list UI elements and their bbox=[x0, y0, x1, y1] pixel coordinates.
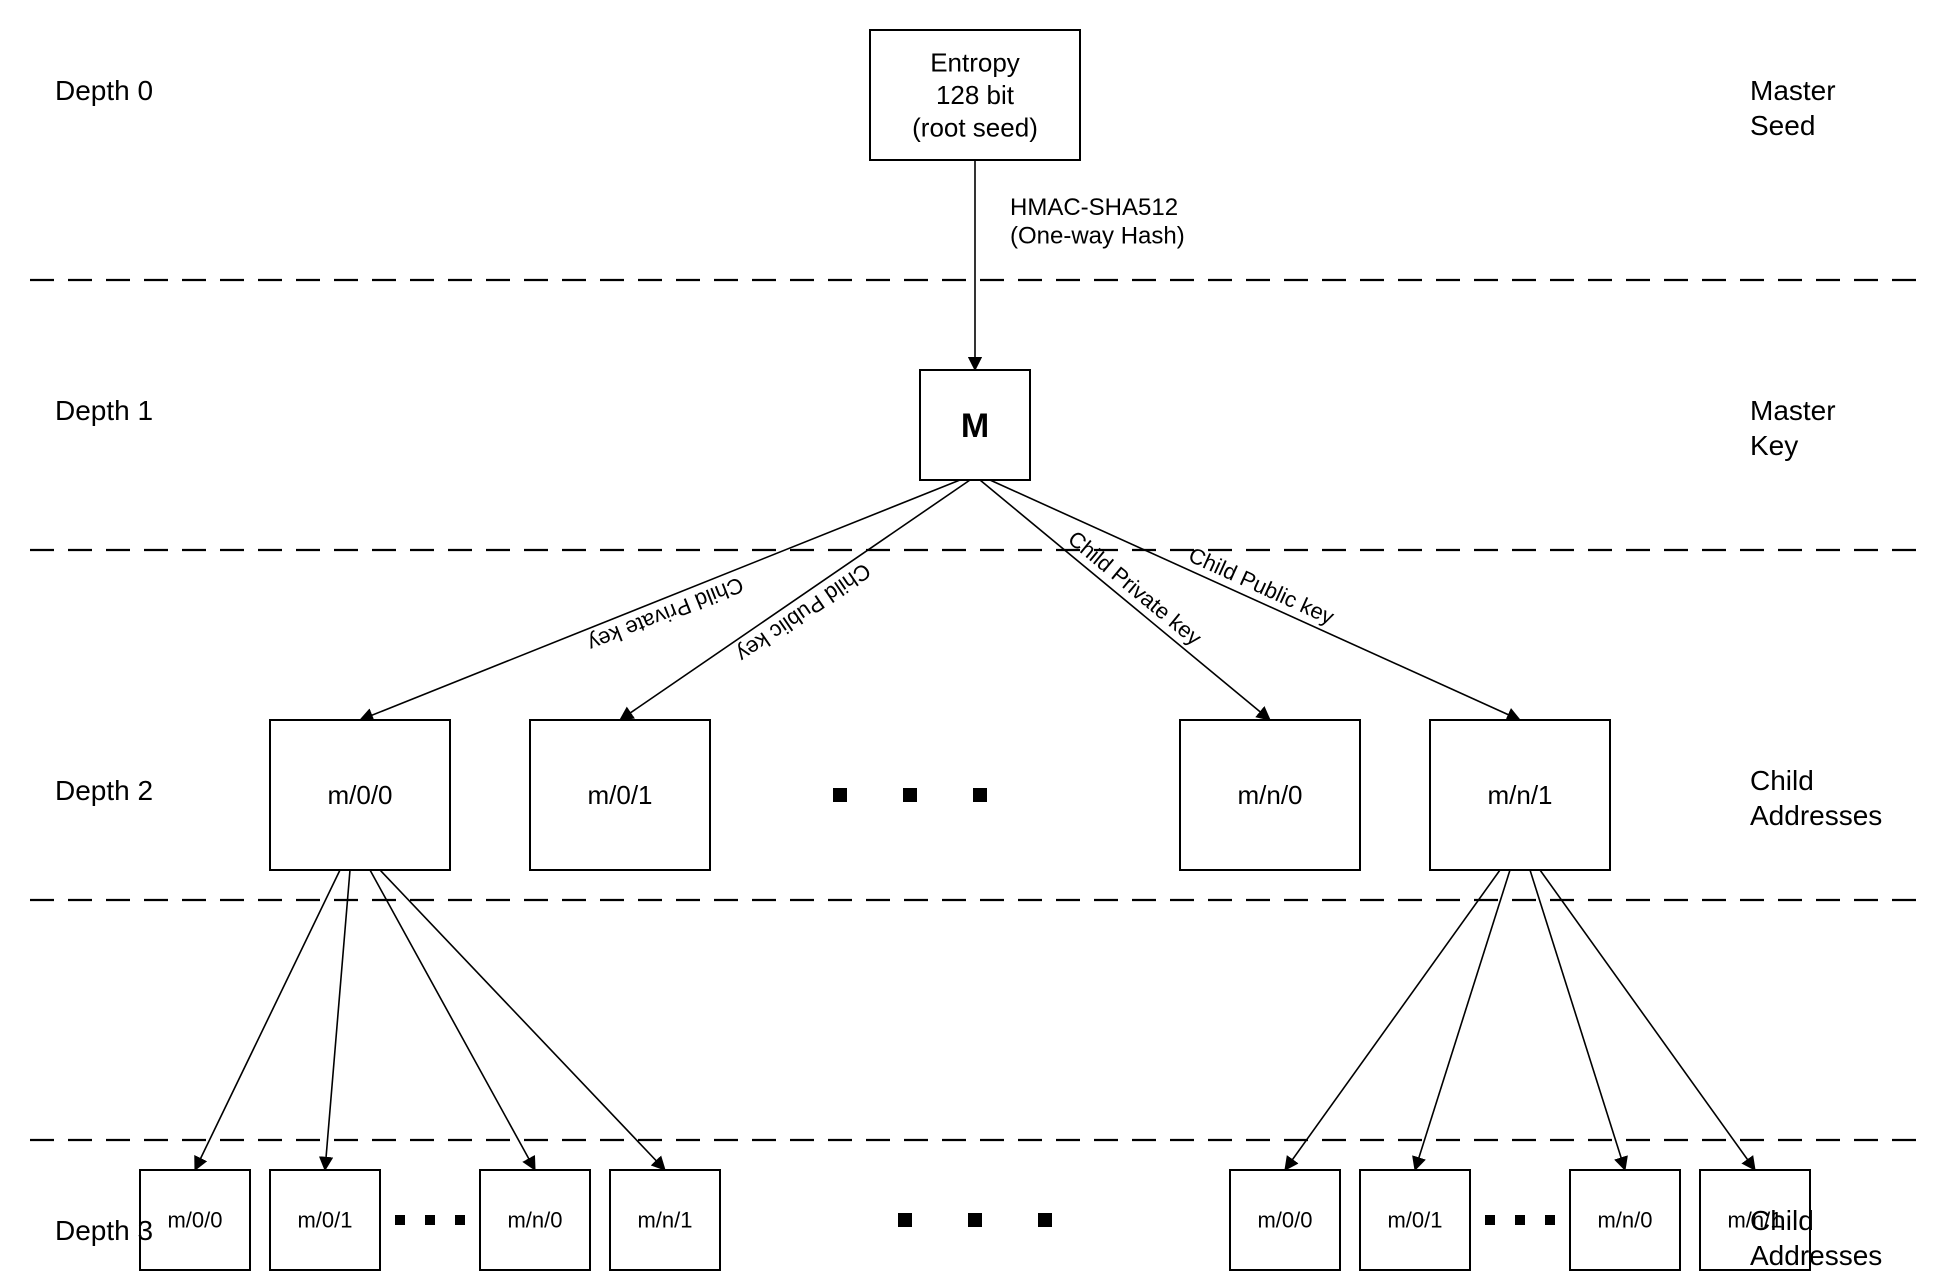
side-label-2-0: Child bbox=[1750, 765, 1814, 796]
node-d3-left-3-label-0: m/n/1 bbox=[637, 1208, 692, 1233]
node-root-label-1: 128 bit bbox=[936, 80, 1015, 110]
node-d2-0-label-0: m/0/0 bbox=[327, 780, 392, 810]
hd-wallet-tree-diagram: Entropy128 bit(root seed) Mm/0/0 m/0/1 m/n/… bbox=[0, 0, 1950, 1284]
ellipsis-2-dot bbox=[968, 1213, 982, 1227]
ellipsis-1-dot bbox=[395, 1215, 405, 1225]
ellipsis-1-dot bbox=[455, 1215, 465, 1225]
edge-0-label-1: (One-way Hash) bbox=[1010, 223, 1185, 250]
edge-1 bbox=[360, 480, 960, 720]
edge-0-label-0: HMAC-SHA512 bbox=[1010, 194, 1178, 221]
edge-6 bbox=[325, 870, 350, 1170]
node-d2-3-label-0: m/n/1 bbox=[1487, 780, 1552, 810]
ellipsis-0-dot bbox=[973, 788, 987, 802]
side-label-0-1: Seed bbox=[1750, 110, 1815, 141]
ellipsis-0-dot bbox=[833, 788, 847, 802]
labels-layer: HMAC-SHA512(One-way Hash) Child Private k… bbox=[55, 75, 1882, 1271]
ellipsis-3-dot bbox=[1515, 1215, 1525, 1225]
edge-12 bbox=[1540, 870, 1755, 1170]
edge-1-label: Child Private key bbox=[584, 572, 747, 657]
edge-8 bbox=[380, 870, 665, 1170]
node-d2-2-label-0: m/n/0 bbox=[1237, 780, 1302, 810]
edge-11 bbox=[1530, 870, 1625, 1170]
side-label-1-1: Key bbox=[1750, 430, 1798, 461]
node-master-label-0: M bbox=[961, 407, 989, 445]
node-d3-left-2-label-0: m/n/0 bbox=[507, 1208, 562, 1233]
edge-9 bbox=[1285, 870, 1500, 1170]
node-d3-right-0-label-0: m/0/0 bbox=[1257, 1208, 1312, 1233]
edge-3-label: Child Private key bbox=[1063, 526, 1206, 651]
depth-label-2: Depth 2 bbox=[55, 775, 153, 806]
node-root-label-0: Entropy bbox=[930, 48, 1020, 78]
side-label-3-1: Addresses bbox=[1750, 1240, 1882, 1271]
node-d3-left-0-label-0: m/0/0 bbox=[167, 1208, 222, 1233]
side-label-1-0: Master bbox=[1750, 395, 1836, 426]
edge-2-label: Child Public key bbox=[732, 558, 875, 667]
edge-10 bbox=[1415, 870, 1510, 1170]
ellipsis-3-dot bbox=[1485, 1215, 1495, 1225]
edge-4-label: Child Public key bbox=[1185, 542, 1338, 629]
side-label-0-0: Master bbox=[1750, 75, 1836, 106]
ellipsis-2-dot bbox=[1038, 1213, 1052, 1227]
node-root-label-2: (root seed) bbox=[912, 113, 1038, 143]
edge-4 bbox=[990, 480, 1520, 720]
node-d2-1-label-0: m/0/1 bbox=[587, 780, 652, 810]
node-d3-right-1-label-0: m/0/1 bbox=[1387, 1208, 1442, 1233]
node-d3-right-2-label-0: m/n/0 bbox=[1597, 1208, 1652, 1233]
depth-label-1: Depth 1 bbox=[55, 395, 153, 426]
side-label-2-1: Addresses bbox=[1750, 800, 1882, 831]
ellipsis-0-dot bbox=[903, 788, 917, 802]
edge-3 bbox=[980, 480, 1270, 720]
ellipsis-1-dot bbox=[425, 1215, 435, 1225]
edge-5 bbox=[195, 870, 340, 1170]
edge-7 bbox=[370, 870, 535, 1170]
ellipsis-3-dot bbox=[1545, 1215, 1555, 1225]
depth-label-0: Depth 0 bbox=[55, 75, 153, 106]
ellipsis-2-dot bbox=[898, 1213, 912, 1227]
edges-layer bbox=[195, 160, 1755, 1170]
side-label-3-0: Child bbox=[1750, 1205, 1814, 1236]
depth-label-3: Depth 3 bbox=[55, 1215, 153, 1246]
node-d3-left-1-label-0: m/0/1 bbox=[297, 1208, 352, 1233]
